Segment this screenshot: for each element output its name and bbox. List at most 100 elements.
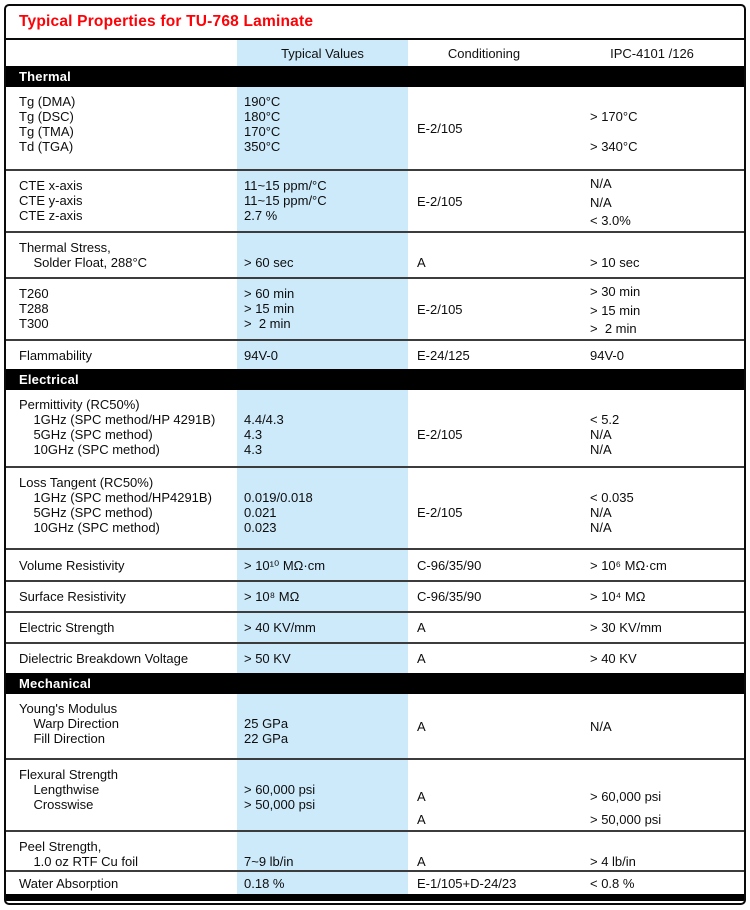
typical-value	[244, 701, 408, 716]
ipc-spec-value	[590, 475, 744, 490]
ipc-spec-value: 94V-0	[590, 347, 624, 363]
ipc-spec-value: > 10⁶ MΩ·cm	[590, 557, 667, 573]
property-name: 1GHz (SPC method/HP4291B)	[19, 490, 212, 505]
property-name: Td (TGA)	[19, 139, 74, 154]
table-row: Electric Strength > 40 KV/mm A > 30 KV/mm	[6, 611, 744, 642]
typical-value: > 10¹⁰ MΩ·cm	[244, 557, 326, 573]
typical-value: 0.023	[244, 520, 277, 535]
ipc-spec-value: > 170°C	[590, 109, 638, 124]
conditioning-value-cell: E-2/105	[408, 390, 560, 466]
ipc-spec-value-cell: < 5.2 N/A N/A	[560, 390, 744, 466]
conditioning-value: E-2/105	[417, 120, 463, 136]
ipc-spec-value-cell: > 30 KV/mm	[560, 613, 744, 642]
ipc-spec-value: > 340°C	[590, 139, 638, 154]
ipc-spec-value-cell: > 4 lb/in	[560, 832, 744, 870]
table-row: Surface Resistivity > 10⁸ MΩ C-96/35/90 > 1…	[6, 580, 744, 611]
table-header-row: Typical Values Conditioning IPC-4101 /12…	[6, 40, 744, 66]
property-name: Warp Direction	[19, 716, 119, 731]
section-header-thermal: Thermal	[6, 66, 744, 87]
ipc-spec-value: N/A	[590, 427, 612, 442]
typical-value: > 60 sec	[244, 255, 294, 270]
ipc-spec-value: N/A	[590, 194, 612, 210]
conditioning-value	[417, 442, 560, 457]
ipc-spec-value	[590, 765, 744, 780]
property-name: Fill Direction	[19, 731, 105, 746]
conditioning-value: A	[417, 854, 426, 869]
typical-value-cell: 0.18 %	[237, 872, 408, 894]
ipc-spec-value-cell: N/A N/A < 3.0%	[560, 171, 744, 231]
property-name-cell: Permittivity (RC50%) 1GHz (SPC method/HP…	[6, 390, 237, 466]
conditioning-value-cell: E-1/105+D-24/23	[408, 872, 560, 894]
property-name: 5GHz (SPC method)	[19, 427, 153, 442]
table-bottom-bar	[6, 894, 744, 901]
table-row: CTE x-axis CTE y-axis CTE z-axis 11~15 ppm/…	[6, 169, 744, 231]
property-name: CTE y-axis	[19, 193, 83, 208]
ipc-spec-value: N/A	[590, 505, 612, 520]
ipc-spec-value: > 15 min	[590, 302, 641, 318]
conditioning-value: A	[417, 651, 426, 666]
property-name: Young's Modulus	[19, 701, 118, 716]
ipc-spec-value: N/A	[590, 176, 612, 191]
property-name: Surface Resistivity	[19, 589, 126, 604]
conditioning-value: C-96/35/90	[417, 589, 482, 604]
conditioning-value: E-1/105+D-24/23	[417, 875, 517, 891]
property-name: Tg (DSC)	[19, 109, 74, 124]
typical-value: 4.3	[244, 442, 263, 457]
conditioning-value: C-96/35/90	[417, 557, 482, 573]
typical-value: 0.18 %	[244, 875, 285, 891]
conditioning-value	[417, 397, 560, 412]
ipc-spec-value-cell: N/A	[560, 694, 744, 758]
typical-value: > 10⁸ MΩ	[244, 589, 300, 604]
ipc-spec-value: > 30 min	[590, 284, 641, 299]
ipc-spec-value	[590, 240, 744, 255]
property-name-cell: Surface Resistivity	[6, 582, 237, 611]
typical-value: > 2 min	[244, 316, 291, 331]
property-name-cell: Loss Tangent (RC50%) 1GHz (SPC method/HP…	[6, 468, 237, 548]
ipc-spec-value: < 0.8 %	[590, 875, 635, 891]
property-name-cell: CTE x-axis CTE y-axis CTE z-axis	[6, 171, 237, 231]
property-name-cell: Flammability	[6, 341, 237, 369]
typical-value-cell: 25 GPa 22 GPa	[237, 694, 408, 758]
ipc-spec-value	[590, 124, 744, 139]
conditioning-value: A	[417, 718, 426, 734]
typical-value: > 50,000 psi	[244, 797, 316, 812]
table-row: Peel Strength, 1.0 oz RTF Cu foil 7~9 lb/…	[6, 830, 744, 870]
ipc-spec-value-cell: > 40 KV	[560, 644, 744, 673]
ipc-spec-value	[590, 94, 744, 109]
conditioning-value-cell: E-2/105	[408, 468, 560, 548]
conditioning-value: A	[417, 620, 426, 635]
typical-value-cell: > 40 KV/mm	[237, 613, 408, 642]
column-header-ipc-4101: IPC-4101 /126	[610, 45, 694, 61]
typical-value: 94V-0	[244, 347, 278, 363]
property-name-cell: T260 T288 T300	[6, 279, 237, 339]
ipc-spec-value: N/A	[590, 718, 612, 734]
table-row: Flammability 94V-0 E-24/125 94V-0	[6, 339, 744, 369]
conditioning-value: A	[417, 812, 426, 827]
property-name: Permittivity (RC50%)	[19, 397, 140, 412]
property-name: CTE z-axis	[19, 208, 83, 223]
column-header-typical-values: Typical Values	[281, 45, 364, 61]
typical-value-cell: 11~15 ppm/°C 11~15 ppm/°C 2.7 %	[237, 171, 408, 231]
typical-value-cell: > 60 sec	[237, 233, 408, 277]
conditioning-value: E-24/125	[417, 347, 470, 363]
typical-value-cell: 0.019/0.018 0.021 0.023	[237, 468, 408, 548]
table-row: Flexural Strength Lengthwise Crosswise > …	[6, 758, 744, 830]
conditioning-value-cell: C-96/35/90	[408, 582, 560, 611]
typical-value: 0.019/0.018	[244, 490, 313, 505]
typical-value: 7~9 lb/in	[244, 854, 294, 869]
property-name: Thermal Stress,	[19, 240, 111, 255]
conditioning-value-cell: A	[408, 832, 560, 870]
properties-table: Typical Values Conditioning IPC-4101 /12…	[6, 40, 744, 903]
conditioning-value: E-2/105	[417, 301, 463, 317]
table-row: Loss Tangent (RC50%) 1GHz (SPC method/HP…	[6, 466, 744, 548]
property-name: Tg (DMA)	[19, 94, 76, 109]
datasheet-page: Typical Properties for TU-768 Laminate T…	[4, 4, 746, 905]
typical-value-cell: > 60,000 psi > 50,000 psi	[237, 760, 408, 830]
ipc-spec-value: > 10⁴ MΩ	[590, 589, 646, 604]
ipc-spec-value-cell: 94V-0	[560, 341, 744, 369]
property-name-cell: Peel Strength, 1.0 oz RTF Cu foil	[6, 832, 237, 870]
conditioning-value-cell: C-96/35/90	[408, 550, 560, 580]
typical-value-cell: 7~9 lb/in	[237, 832, 408, 870]
column-header-property	[6, 40, 237, 66]
